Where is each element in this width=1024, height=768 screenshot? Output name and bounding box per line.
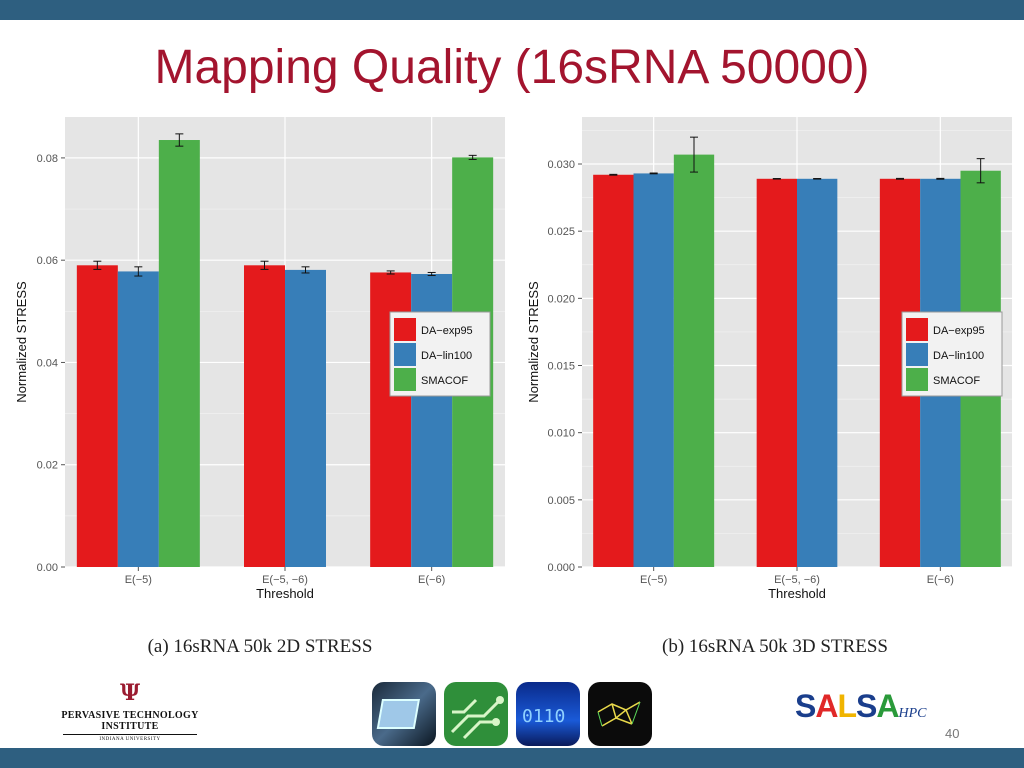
caption-right: (b) 16sRNA 50k 3D STRESS [662, 636, 888, 657]
legend-label: DA−lin100 [933, 350, 984, 362]
y-tick-label: 0.020 [547, 293, 575, 305]
y-tick-label: 0.030 [547, 159, 575, 171]
chart-3d-stress: 0.000 0.005 0.010 0.015 0.020 0.025 0.030 E(−5)… [526, 117, 1012, 601]
x-axis-label: Threshold [256, 586, 314, 601]
bar [756, 178, 797, 567]
y-tick-label: 0.06 [37, 255, 58, 267]
legend-swatch [394, 343, 416, 366]
chip-tile-icon [372, 682, 436, 746]
y-tick-label: 0.000 [547, 562, 575, 574]
y-tick-label: 0.04 [37, 357, 58, 369]
legend-swatch [394, 368, 416, 391]
salsa-hpc-logo: SALSAHPC [795, 688, 926, 725]
x-tick-label: E(−5, −6) [262, 574, 308, 586]
binary-tile-icon: 0110 [516, 682, 580, 746]
pti-logo-line3: INDIANA UNIVERSITY [99, 737, 161, 742]
legend-swatch [906, 368, 928, 391]
y-tick-label: 0.00 [37, 562, 58, 574]
bar [76, 265, 118, 567]
bar [244, 265, 285, 567]
legend-label: SMACOF [933, 375, 980, 387]
x-tick-label: E(−5) [640, 574, 667, 586]
y-tick-label: 0.010 [547, 428, 575, 440]
bar [673, 154, 715, 567]
salsa-hpc-text: HPC [898, 706, 927, 721]
x-tick-label: E(−5, −6) [774, 574, 820, 586]
salsa-letter: A [876, 688, 899, 724]
chart-2d-stress: 0.00 0.02 0.04 0.06 0.08 E(−5) E(−5, −6) E(−6) T… [14, 117, 505, 601]
bar [158, 140, 200, 568]
circuit-tile-icon [444, 682, 508, 746]
x-tick-label: E(−6) [418, 574, 445, 586]
y-tick-label: 0.08 [37, 153, 58, 165]
x-axis-label: Threshold [768, 586, 826, 601]
top-bar [0, 0, 1024, 20]
bar [117, 271, 159, 567]
pti-logo-line1: PERVASIVE TECHNOLOGY [61, 710, 199, 721]
caption-left: (a) 16sRNA 50k 2D STRESS [147, 636, 373, 657]
salsa-letter: S [795, 688, 816, 724]
y-tick-label: 0.015 [547, 361, 575, 373]
legend-swatch [394, 318, 416, 341]
bar [797, 178, 838, 567]
y-tick-label: 0.02 [37, 460, 58, 472]
legend: DA−exp95 DA−lin100 SMACOF [901, 311, 1003, 397]
pti-logo-divider [63, 734, 197, 735]
salsa-wordmark: SALSA [795, 688, 899, 724]
svg-text:0110: 0110 [522, 706, 565, 727]
salsa-letter: A [815, 688, 838, 724]
x-tick-label: E(−6) [927, 574, 954, 586]
network-map-tile-icon [588, 682, 652, 746]
legend-swatch [906, 318, 928, 341]
pti-logo: Ψ PERVASIVE TECHNOLOGY INSTITUTE INDIANA… [55, 682, 205, 742]
y-axis-label: Normalized STRESS [526, 281, 541, 403]
legend-label: SMACOF [421, 375, 468, 387]
bar [285, 269, 326, 567]
y-tick-label: 0.025 [547, 226, 575, 238]
bar [593, 174, 634, 567]
y-axis-label: Normalized STRESS [14, 281, 29, 403]
x-tick-label: E(−5) [125, 574, 152, 586]
legend-label: DA−lin100 [421, 350, 472, 362]
y-tick-label: 0.005 [547, 495, 575, 507]
legend-swatch [906, 343, 928, 366]
legend-label: DA−exp95 [421, 325, 473, 337]
legend: DA−exp95 DA−lin100 SMACOF [389, 311, 491, 397]
salsa-letter: L [837, 688, 857, 724]
page-number: 40 [945, 726, 960, 741]
legend-label: DA−exp95 [933, 325, 985, 337]
bottom-bar [0, 748, 1024, 768]
bar [633, 173, 674, 567]
pti-logo-line2: INSTITUTE [101, 721, 159, 732]
salsa-letter: S [856, 688, 877, 724]
iu-trident-icon: Ψ [119, 680, 141, 706]
slide-title: Mapping Quality (16sRNA 50000) [154, 41, 870, 94]
